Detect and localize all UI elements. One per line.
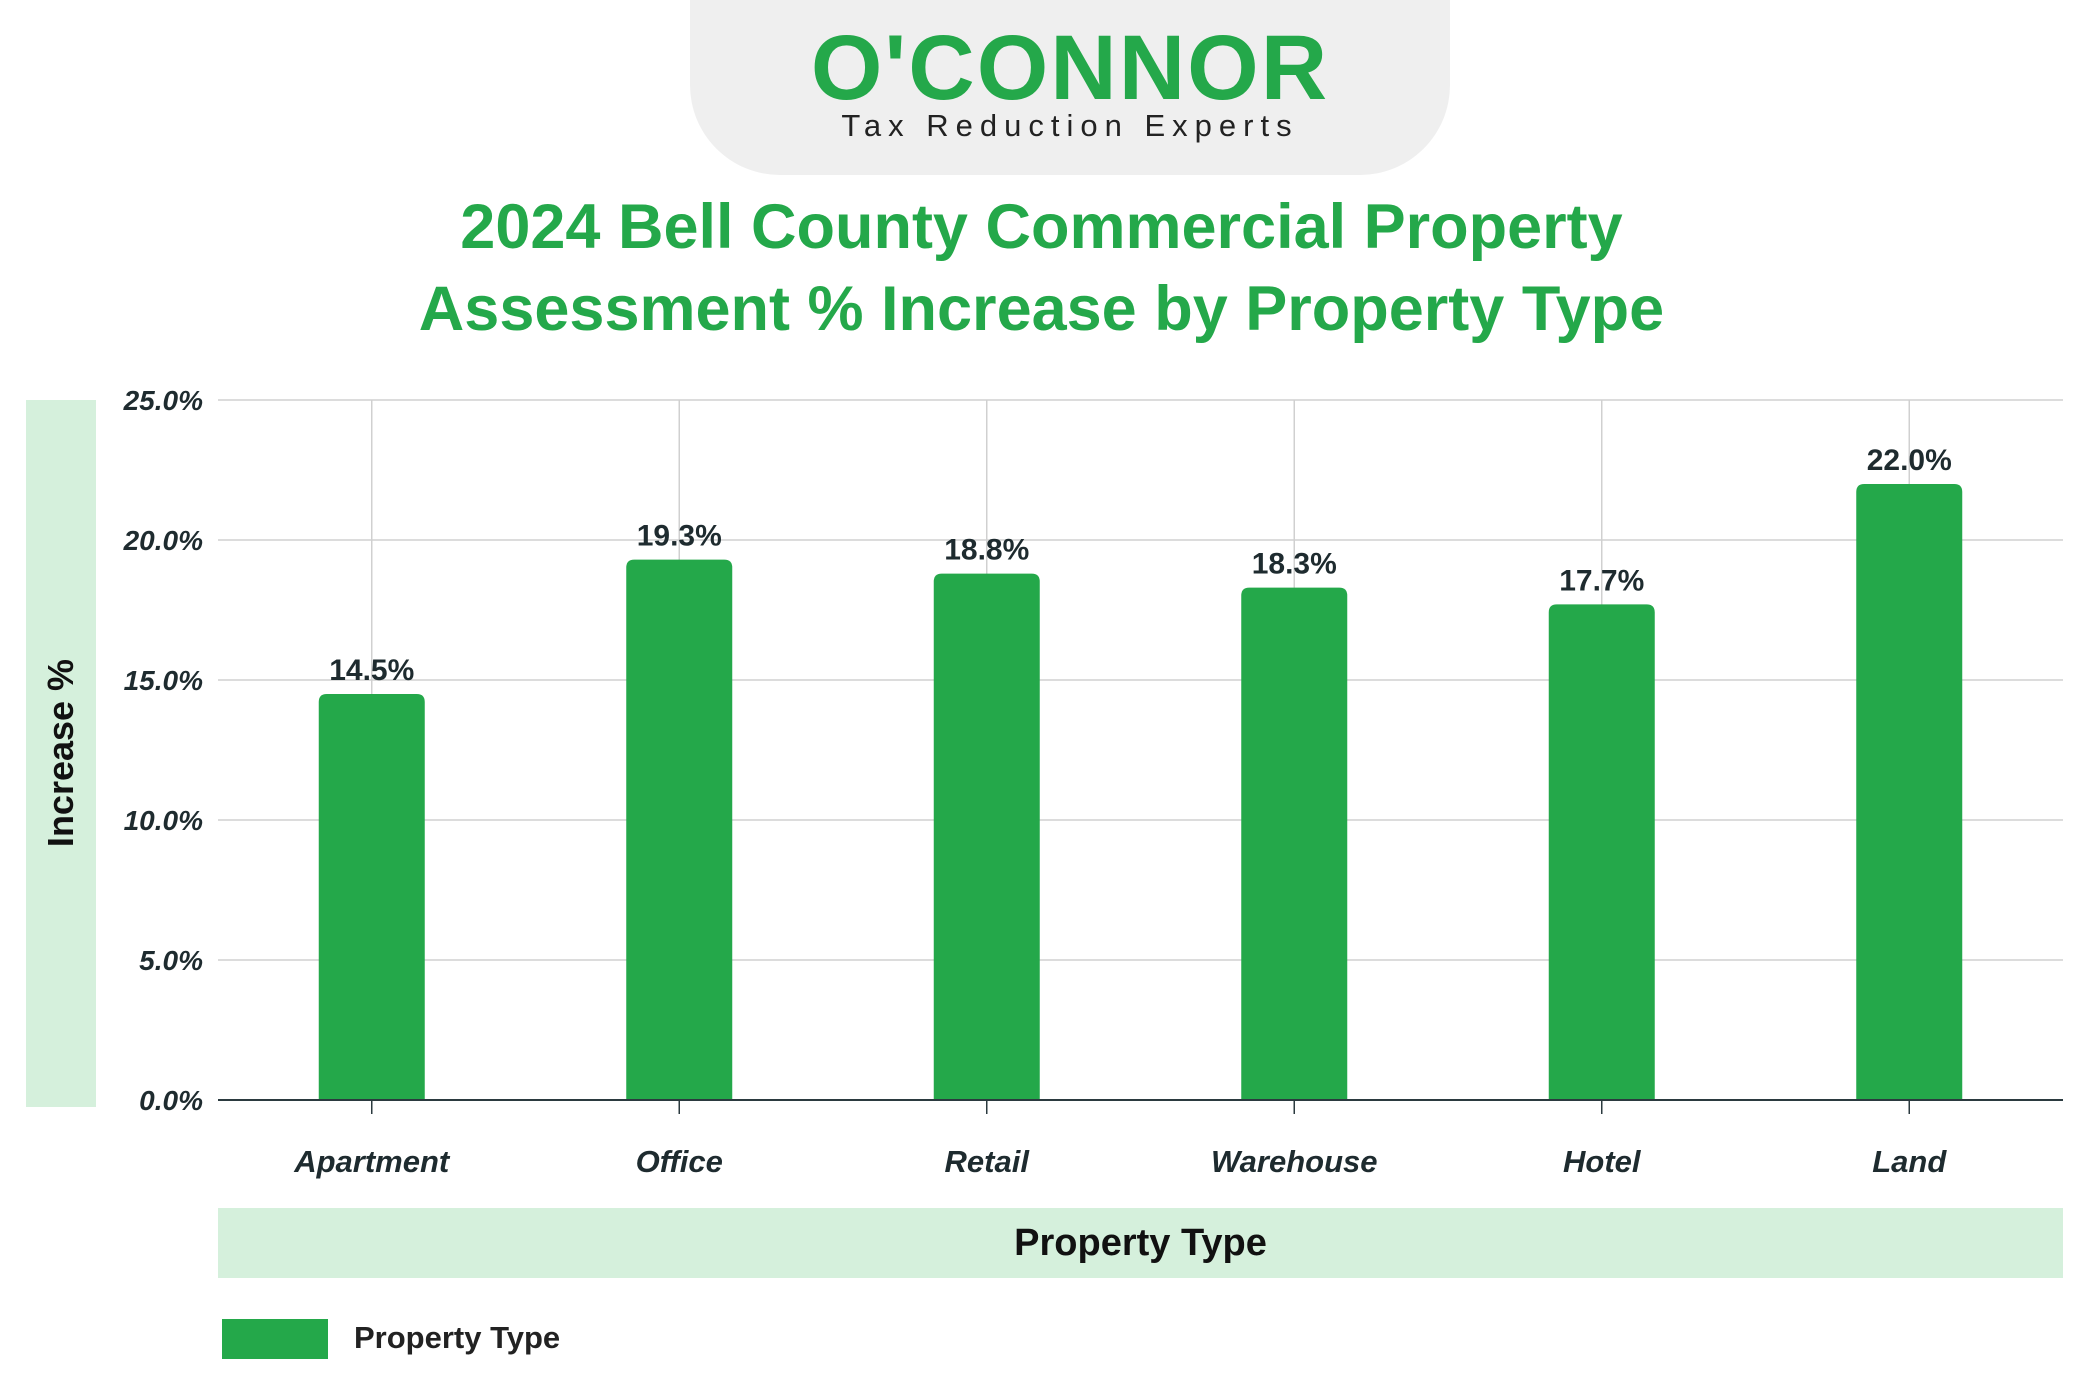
y-tick-label: 5.0% (139, 945, 203, 976)
x-tick-label: Warehouse (1211, 1144, 1378, 1179)
logo-tab: O'CONNOR Tax Reduction Experts (690, 0, 1450, 175)
x-axis-label: Property Type (1014, 1221, 1267, 1264)
y-tick-label: 25.0% (123, 385, 203, 416)
chart-title: 2024 Bell County Commercial Property Ass… (0, 186, 2083, 350)
x-tick-label: Land (1872, 1144, 1947, 1179)
chart-title-line-2: Assessment % Increase by Property Type (418, 274, 1665, 344)
legend-swatch (222, 1319, 328, 1359)
x-tick-label: Retail (945, 1144, 1031, 1179)
data-label: 14.5% (329, 654, 414, 687)
y-tick-label: 20.0% (123, 525, 203, 556)
y-axis-label-band (26, 400, 96, 1107)
x-tick-label: Apartment (293, 1144, 451, 1179)
logo-tagline: Tax Reduction Experts (841, 108, 1299, 143)
x-axis-label-band: Property Type (218, 1208, 2063, 1278)
data-label: 19.3% (637, 520, 722, 553)
data-label: 18.3% (1252, 548, 1337, 581)
x-tick-label: Hotel (1563, 1144, 1642, 1179)
bar (626, 559, 733, 1100)
bar (1241, 587, 1348, 1100)
bar (1548, 604, 1655, 1100)
x-tick-label: Office (636, 1144, 723, 1179)
y-tick-label: 10.0% (124, 805, 203, 836)
chart-title-line-1: 2024 Bell County Commercial Property (460, 192, 1623, 262)
bar (318, 694, 425, 1100)
y-tick-label: 15.0% (124, 665, 203, 696)
data-label: 22.0% (1867, 444, 1952, 477)
legend-label: Property Type (354, 1320, 561, 1355)
logo-wordmark: O'CONNOR (810, 17, 1330, 119)
bar (933, 573, 1040, 1100)
data-label: 18.8% (944, 534, 1029, 567)
data-label: 17.7% (1559, 564, 1644, 597)
bar (1856, 484, 1963, 1100)
y-tick-label: 0.0% (139, 1085, 203, 1116)
